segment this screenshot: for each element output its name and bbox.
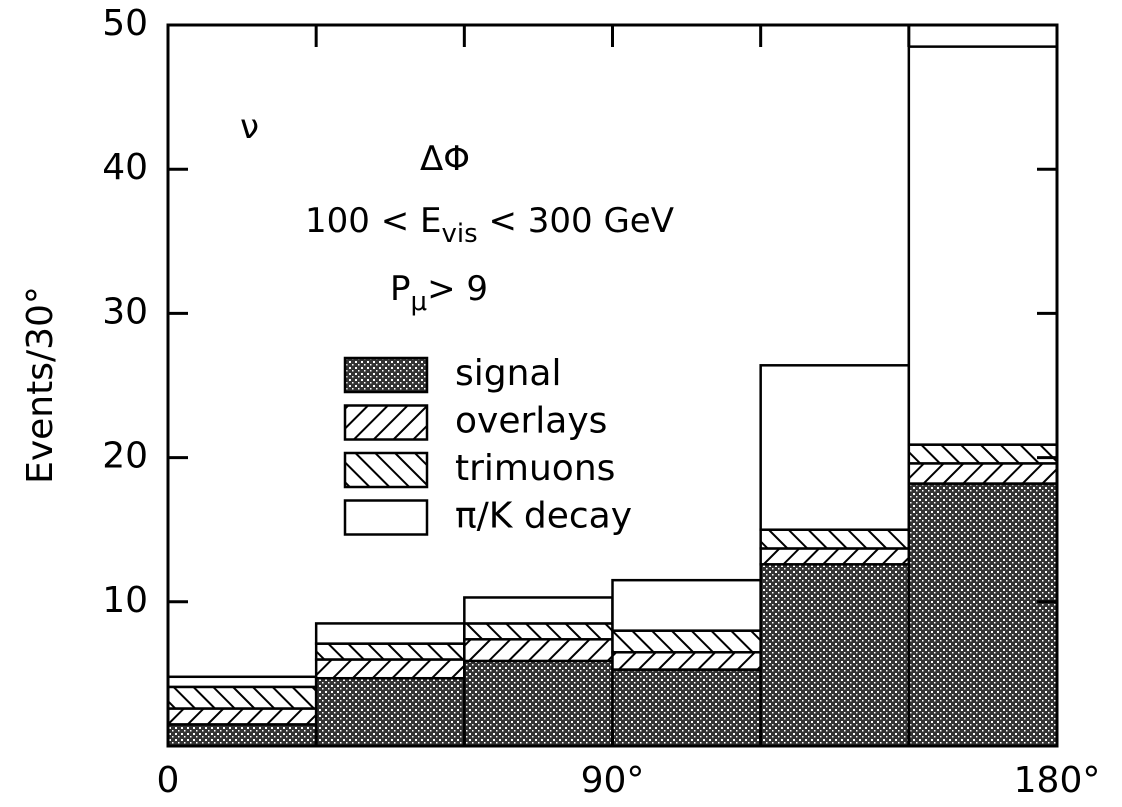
legend-label: π/K decay bbox=[455, 496, 632, 537]
y-tick-label: 30 bbox=[102, 291, 148, 332]
bar-segment bbox=[611, 629, 762, 654]
bar-segment bbox=[759, 563, 911, 748]
bar-segment bbox=[759, 364, 911, 531]
legend-swatch bbox=[343, 499, 429, 536]
bar-segment bbox=[463, 622, 614, 641]
bar-segment bbox=[314, 658, 466, 680]
annotation: 100 < Evis < 300 GeV bbox=[305, 201, 674, 249]
bar-segment bbox=[166, 723, 318, 748]
annotation-text: > 9 bbox=[427, 269, 488, 309]
annotation: ΔΦ bbox=[420, 139, 470, 179]
annotation-sub: vis bbox=[441, 219, 477, 249]
bar-segment bbox=[907, 462, 1059, 485]
legend-label: signal bbox=[455, 353, 562, 394]
y-axis-label: Events/30° bbox=[20, 286, 61, 484]
legend-swatch bbox=[343, 451, 429, 489]
x-tick-label: 180° bbox=[1014, 760, 1101, 801]
legend-swatch bbox=[343, 356, 429, 394]
bar-segment bbox=[463, 596, 614, 625]
y-tick-label: 40 bbox=[102, 147, 148, 188]
legend-label: trimuons bbox=[455, 448, 615, 489]
y-tick-label: 50 bbox=[102, 3, 148, 44]
x-tick-label: 90° bbox=[581, 760, 645, 801]
bar-segment bbox=[611, 651, 762, 671]
bar-segment bbox=[314, 622, 466, 645]
bar-segment bbox=[907, 443, 1059, 465]
annotation: ν bbox=[240, 107, 259, 147]
annotation-text: 100 < E bbox=[305, 201, 441, 241]
annotation: Pμ> 9 bbox=[390, 269, 488, 317]
bar-segment bbox=[166, 675, 318, 689]
annotation-text: < 300 GeV bbox=[478, 201, 674, 241]
bar-segment bbox=[907, 45, 1059, 446]
bar-segment bbox=[907, 482, 1059, 748]
legend-swatch bbox=[343, 404, 429, 441]
bar-segment bbox=[611, 578, 762, 632]
annotation-text: ν bbox=[240, 107, 259, 147]
bar-segment bbox=[759, 547, 911, 566]
x-tick-label: 0 bbox=[157, 760, 180, 801]
annotation-text: ΔΦ bbox=[420, 139, 470, 179]
legend-label: overlays bbox=[455, 401, 607, 442]
annotation-sub: μ bbox=[411, 287, 428, 317]
bar-segment bbox=[611, 668, 762, 748]
y-tick-label: 10 bbox=[102, 580, 148, 621]
bar-segment bbox=[166, 707, 318, 726]
bar-segment bbox=[314, 676, 466, 748]
annotation-text: P bbox=[390, 269, 411, 309]
bar-segment bbox=[314, 642, 466, 661]
bar-segment bbox=[463, 638, 614, 663]
bar-segment bbox=[759, 528, 911, 550]
y-tick-label: 20 bbox=[102, 436, 148, 477]
bar-segment bbox=[463, 659, 614, 748]
bar-segment bbox=[166, 685, 318, 710]
